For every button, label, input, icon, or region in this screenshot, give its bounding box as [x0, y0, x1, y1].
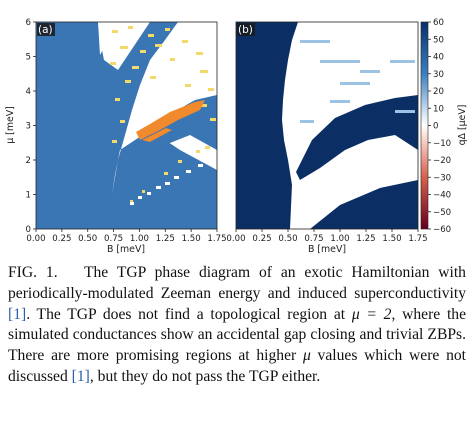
dark-bottom-region: [310, 180, 418, 229]
colorbar-tick-label: −20: [433, 156, 451, 166]
panel-a-ytick-label: 3: [26, 122, 31, 132]
caption-text-1: The TGP phase diagram of an exotic Hamil…: [8, 264, 466, 302]
figure: (a) (b) 0.00 0.25 0.50 0.75 1.00 1.25 1.: [5, 18, 468, 255]
lower-cells-b: [315, 184, 365, 207]
colorbar-ticks: −60 −50 −40 −30 −20 −10 0 10 20 30 40 50 60: [428, 18, 451, 235]
panel-a-ytick-label: 5: [26, 53, 31, 63]
colorbar-tick-label: 20: [433, 87, 444, 97]
panel-b-xlabel: B [meV]: [308, 244, 346, 255]
colorbar-tick-label: −50: [433, 208, 451, 218]
panel-a-xtick-label: 0.25: [52, 234, 71, 244]
panel-a-xtick-label: 1.75: [207, 234, 226, 244]
panel-b-xtick-label: 0.50: [278, 234, 297, 244]
panel-a-axes: 0.00 0.25 0.50 0.75 1.00 1.25 1.50 1.75 0 1 2 3 4 5 6: [26, 18, 227, 244]
panel-a-ylabel: μ [meV]: [5, 106, 16, 144]
caption-mu-eq: μ = 2: [351, 305, 392, 323]
figure-caption: FIG. 1. The TGP phase diagram of an exot…: [8, 263, 466, 388]
panel-a-label: (a): [38, 24, 53, 36]
panel-a-ytick-label: 1: [26, 191, 31, 201]
panel-b-xtick-label: 1.25: [356, 234, 375, 244]
panel-a-xtick-label: 1.00: [130, 234, 149, 244]
colorbar-tick-label: −60: [433, 225, 451, 235]
colorbar-tick-label: 0: [433, 122, 438, 132]
panel-b-label: (b): [238, 24, 253, 36]
panel-a-ytick-label: 2: [26, 156, 31, 166]
colorbar-tick-label: −40: [433, 191, 451, 201]
caption-text-4: values which were not discussed: [8, 347, 466, 385]
caption-text-2: . The TGP does not find a topological re…: [26, 305, 352, 323]
topological-region: [136, 100, 205, 140]
panel-b-label-box: [237, 23, 255, 36]
panel-b-xtick-label: 1.00: [330, 234, 349, 244]
caption-prefix: FIG. 1.: [8, 264, 58, 281]
light-blue-cells: [300, 40, 415, 123]
colorbar-tick-label: 40: [433, 53, 444, 63]
topological-region-lower: [142, 128, 172, 142]
panel-b-xtick-label: 1.75: [408, 234, 427, 244]
dark-wedge-region: [296, 95, 418, 180]
panel-a-ytick-label: 6: [26, 18, 31, 28]
panel-a-heatmap: (a): [35, 21, 218, 230]
trivial-wedge: [120, 95, 217, 178]
colorbar-tick-label: −10: [433, 139, 451, 149]
panel-a-label-box: [37, 23, 55, 36]
panel-b-xtick-label: 1.50: [382, 234, 401, 244]
panel-a-xtick-label: 1.50: [182, 234, 201, 244]
colorbar-tick-label: 10: [433, 104, 444, 114]
panel-a-xtick-label: 0.00: [26, 234, 45, 244]
panel-b-xtick-label: 0.75: [304, 234, 323, 244]
gapless-region: [98, 22, 217, 195]
panel-b-xtick-label: 0.25: [252, 234, 271, 244]
panel-b-heatmap: (b): [235, 21, 419, 230]
panel-a-ytick-label: 0: [26, 225, 31, 235]
caption-text-5: , but they do not pass the TGP either.: [89, 367, 321, 385]
colorbar-tick-label: 50: [433, 35, 444, 45]
caption-mu: μ: [302, 347, 311, 365]
caption-text-3: , where the simulated conductances show …: [8, 305, 466, 365]
colorbar: [420, 21, 429, 230]
panel-a-xtick-label: 1.25: [156, 234, 175, 244]
scattered-cells: [110, 26, 216, 203]
citation-link-1[interactable]: [1]: [8, 305, 27, 323]
citation-link-2[interactable]: [1]: [71, 367, 90, 385]
panel-a-xlabel: B [meV]: [107, 244, 145, 255]
lower-gapless-cells: [130, 164, 203, 205]
dark-left-region: [236, 22, 298, 229]
colorbar-tick-label: −30: [433, 173, 451, 183]
colorbar-label: qΔ [μeV]: [457, 105, 468, 146]
panel-a-xtick-label: 0.75: [104, 234, 123, 244]
colorbar-tick-label: 60: [433, 18, 444, 28]
panel-a-ytick-label: 4: [26, 87, 31, 97]
colorbar-tick-label: 30: [433, 70, 444, 80]
panel-a-xtick-label: 0.50: [78, 234, 97, 244]
panel-b-axes: 0.00 0.25 0.50 0.75 1.00 1.25 1.50 1.75: [226, 229, 428, 244]
panel-b-xtick-label: 0.00: [226, 234, 245, 244]
